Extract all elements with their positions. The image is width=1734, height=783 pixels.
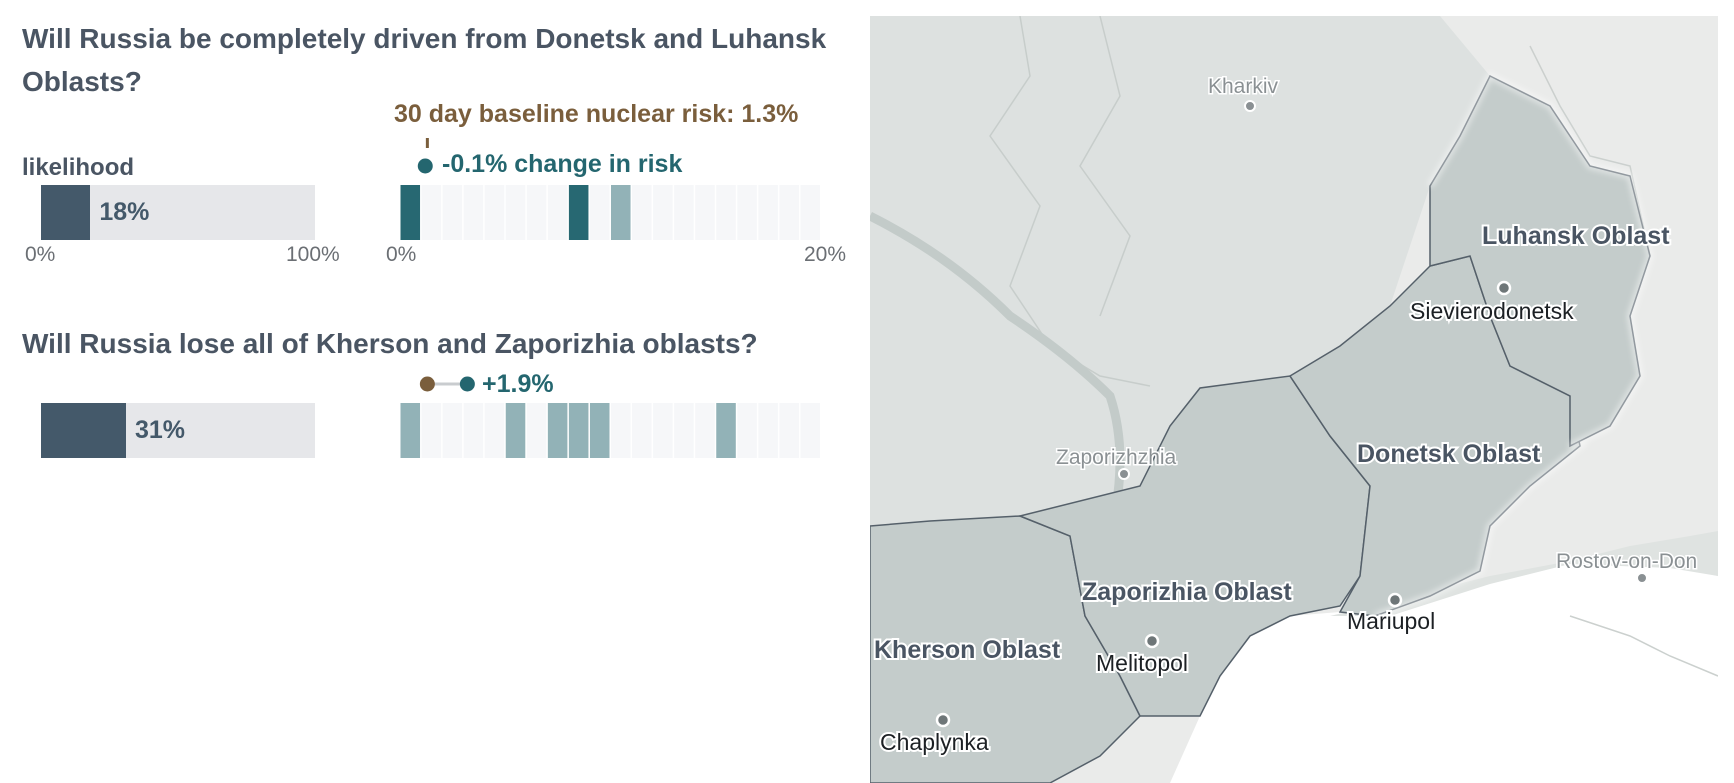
city-marker-chaplynka	[935, 712, 951, 728]
city-label-zaporizhzhia: Zaporizhzhia	[1056, 446, 1177, 469]
likelihood-bar-fill-2	[41, 403, 126, 458]
risk-bin-empty	[442, 185, 463, 240]
risk-with-outcome-dot	[459, 376, 475, 392]
sea-of-azov	[1170, 556, 1718, 783]
baseline-risk-dot	[419, 376, 435, 392]
region-label-zaporizhia: Zaporizhia Oblast	[1082, 578, 1292, 606]
city-marker-mariupol	[1387, 592, 1403, 608]
risk-bin-empty	[653, 185, 673, 240]
question-1-title: Will Russia be completely driven from Do…	[22, 23, 827, 97]
risk-bin-empty	[484, 185, 505, 240]
city-marker-melitopol	[1144, 633, 1160, 649]
district-border	[989, 16, 1151, 387]
risk-bin-light	[716, 403, 736, 458]
risk-bin-empty	[421, 403, 442, 458]
likelihood-value-2: 31%	[134, 416, 185, 444]
city-marker-zaporizhzhia	[1118, 468, 1130, 480]
risk-bin-empty	[463, 185, 484, 240]
city-label-sievierodonetsk: Sievierodonetsk	[1410, 298, 1574, 324]
district-border	[1079, 16, 1131, 317]
risk-chart-1	[400, 138, 820, 240]
risk-bin-empty	[716, 185, 736, 240]
risk-bin-empty	[800, 403, 820, 458]
risk-bin-empty	[463, 403, 484, 458]
risk-bin-empty	[589, 185, 610, 240]
city-label-melitopol: Melitopol	[1096, 650, 1188, 676]
risk-axis-min: 0%	[386, 243, 417, 266]
risk-bin-empty	[484, 403, 505, 458]
risk-bin-empty	[653, 403, 673, 458]
risk-bin-dark	[568, 185, 589, 240]
risk-bin-empty	[779, 185, 799, 240]
risk-bin-empty	[779, 403, 799, 458]
risk-bin-empty	[526, 185, 547, 240]
risk-bin-empty	[674, 185, 694, 240]
risk-bin-light	[400, 403, 421, 458]
region-label-kherson: Kherson Oblast	[874, 636, 1061, 664]
risk-bin-empty	[505, 185, 526, 240]
risk-bin-empty	[526, 403, 547, 458]
risk-bin-empty	[695, 403, 715, 458]
risk-with-outcome-dot	[417, 158, 433, 174]
ukraine-land	[870, 16, 1490, 536]
likelihood-value-1: 18%	[99, 198, 150, 226]
question-2-title: Will Russia lose all of Kherson and Zapo…	[22, 328, 758, 359]
risk-bin-empty	[800, 185, 820, 240]
district-border	[1569, 615, 1718, 677]
risk-bin-light	[611, 185, 631, 240]
risk-bin-empty	[737, 403, 757, 458]
baseline-risk-label: 30 day baseline nuclear risk: 1.3%	[394, 100, 799, 128]
oblast-map: Luhansk Oblast Donetsk Oblast Zaporizhia…	[870, 16, 1718, 783]
city-label-mariupol: Mariupol	[1347, 608, 1435, 634]
risk-bin-empty	[758, 403, 778, 458]
risk-change-label-1: -0.1% change in risk	[442, 150, 683, 178]
risk-bin-empty	[737, 185, 757, 240]
likelihood-bar-fill-1	[41, 185, 91, 240]
risk-bin-light	[505, 403, 526, 458]
risk-bin-empty	[695, 185, 715, 240]
city-marker-kharkiv	[1244, 100, 1256, 112]
risk-bin-light	[547, 403, 568, 458]
city-label-chaplynka: Chaplynka	[880, 729, 989, 755]
risk-bin-empty	[547, 185, 568, 240]
risk-bin-empty	[611, 403, 631, 458]
risk-bin-empty	[674, 403, 694, 458]
region-label-luhansk: Luhansk Oblast	[1482, 222, 1670, 250]
risk-axis-max: 20%	[804, 243, 847, 266]
risk-bin-light	[568, 403, 589, 458]
likelihood-axis-max: 100%	[286, 243, 340, 266]
risk-bin-empty	[758, 185, 778, 240]
city-label-kharkiv: Kharkiv	[1208, 75, 1279, 98]
risk-chart-2	[400, 376, 820, 458]
city-marker-rostov	[1636, 572, 1648, 584]
zaporizhia-oblast	[1017, 375, 1371, 717]
risk-bin-light	[589, 403, 610, 458]
likelihood-label: likelihood	[22, 154, 135, 181]
risk-bin-empty	[421, 185, 442, 240]
region-halo	[1373, 71, 1654, 619]
risk-bin-empty	[632, 403, 652, 458]
risk-bin-dark	[400, 185, 421, 240]
risk-bin-empty	[632, 185, 652, 240]
risk-change-label-2: +1.9%	[482, 370, 554, 398]
risk-bin-empty	[442, 403, 463, 458]
region-label-donetsk: Donetsk Oblast	[1357, 440, 1541, 468]
city-label-rostov: Rostov-on-Don	[1556, 550, 1697, 573]
city-marker-sievierodonetsk	[1496, 280, 1512, 296]
likelihood-axis-min: 0%	[25, 243, 56, 266]
likelihood-bar-track-1: 18%	[41, 185, 315, 240]
likelihood-bar-track-2: 31%	[41, 403, 315, 458]
